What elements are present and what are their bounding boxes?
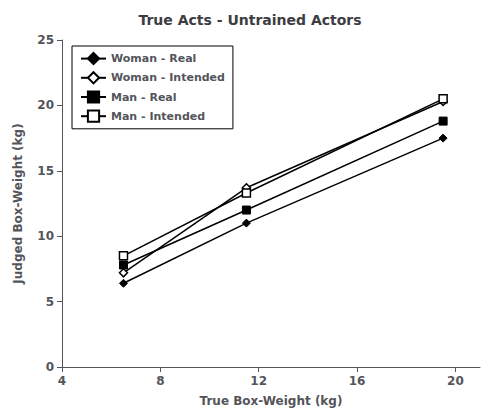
- svg-text:0: 0: [46, 360, 54, 374]
- svg-text:True Acts - Untrained Actors: True Acts - Untrained Actors: [138, 12, 361, 28]
- svg-text:Woman - Intended: Woman - Intended: [111, 71, 225, 84]
- svg-text:4: 4: [58, 374, 66, 388]
- svg-text:True Box-Weight (kg): True Box-Weight (kg): [200, 394, 343, 408]
- svg-text:Man - Intended: Man - Intended: [111, 110, 205, 123]
- svg-text:16: 16: [349, 374, 366, 388]
- svg-text:25: 25: [37, 33, 54, 47]
- svg-text:20: 20: [37, 98, 54, 112]
- svg-text:12: 12: [250, 374, 267, 388]
- svg-text:Man - Real: Man - Real: [111, 91, 177, 104]
- svg-text:15: 15: [37, 164, 54, 178]
- svg-text:8: 8: [156, 374, 164, 388]
- svg-text:Judged Box-Weight (kg): Judged Box-Weight (kg): [11, 123, 25, 284]
- svg-text:5: 5: [46, 295, 54, 309]
- svg-text:10: 10: [37, 229, 54, 243]
- svg-text:20: 20: [447, 374, 464, 388]
- svg-text:Woman - Real: Woman - Real: [111, 52, 196, 65]
